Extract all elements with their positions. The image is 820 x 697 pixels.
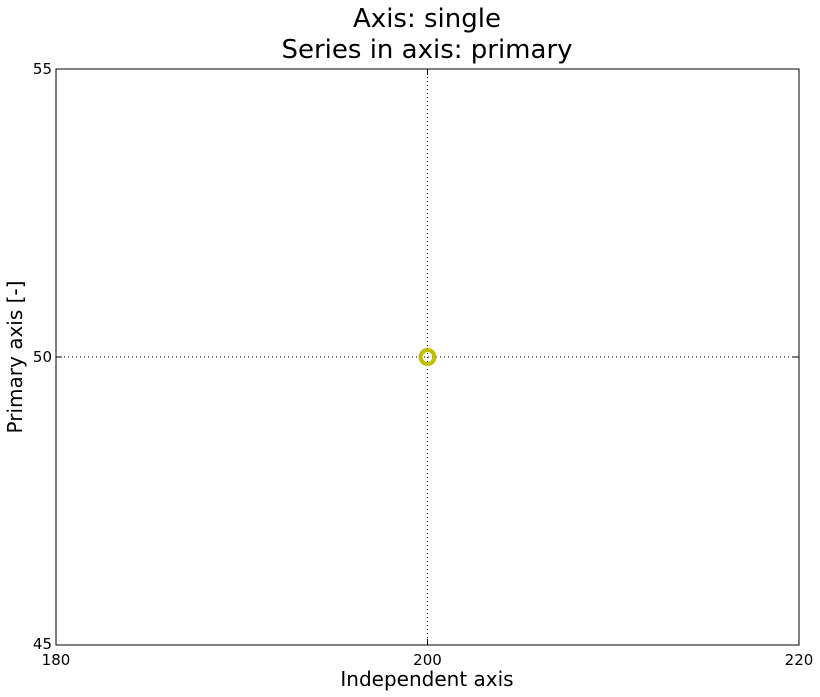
x-tick-label: 220 — [785, 651, 814, 669]
y-tick-label: 45 — [33, 635, 52, 653]
data-points — [418, 348, 437, 366]
grid-lines — [56, 69, 799, 645]
x-axis-label: Independent axis — [340, 667, 513, 691]
data-point — [418, 348, 437, 366]
y-tick-label: 55 — [33, 60, 52, 78]
x-tick-label: 200 — [413, 651, 442, 669]
chart-title-line-1: Axis: single — [353, 4, 501, 34]
y-tick-label: 50 — [33, 348, 52, 366]
x-tick-label: 180 — [42, 651, 71, 669]
chart-title-line-2: Series in axis: primary — [281, 35, 572, 65]
y-axis-label: Primary axis [-] — [3, 281, 27, 434]
axis-ticks: 180 200 220 45 50 55 — [33, 60, 813, 669]
